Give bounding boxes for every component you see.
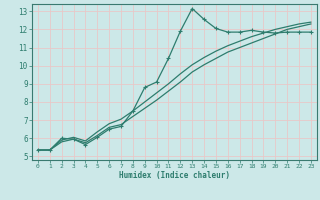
X-axis label: Humidex (Indice chaleur): Humidex (Indice chaleur) [119, 171, 230, 180]
